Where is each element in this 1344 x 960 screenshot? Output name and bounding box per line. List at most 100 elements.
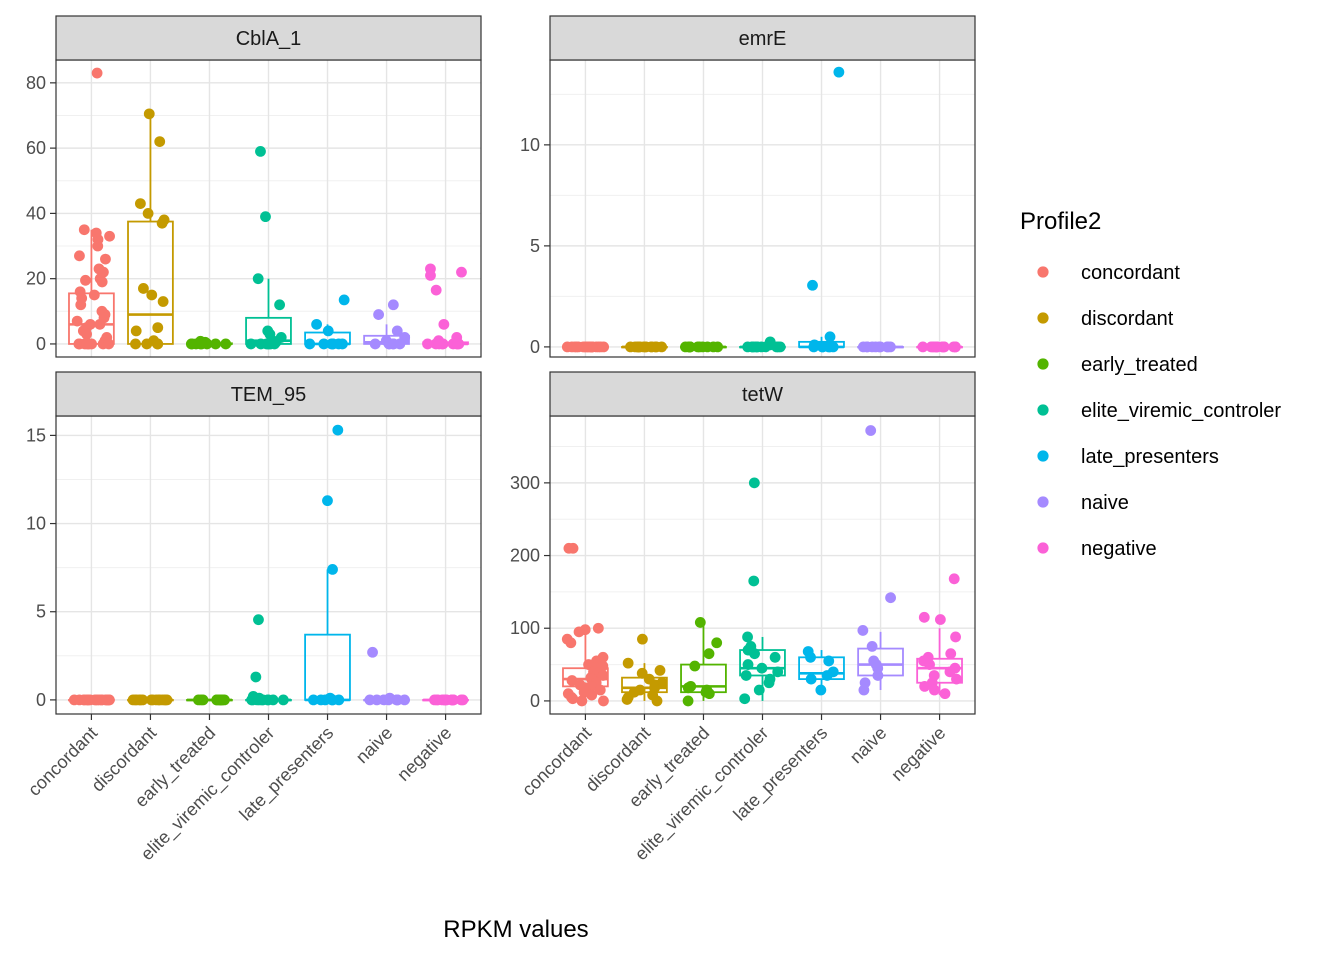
data-point (740, 670, 752, 681)
data-point (654, 664, 666, 676)
data-point (938, 341, 950, 353)
data-point (703, 688, 715, 700)
data-point (807, 279, 818, 291)
data-point (369, 338, 381, 350)
data-point (597, 670, 609, 681)
data-point (159, 694, 171, 706)
points-late_presenters (802, 646, 839, 696)
points-naive (364, 646, 410, 706)
data-point (565, 637, 577, 649)
box-iqr (916, 657, 963, 684)
data-point (566, 675, 578, 686)
points-early_treated (680, 341, 724, 353)
data-point (138, 283, 149, 294)
legend-item: discordant (1037, 308, 1174, 330)
points-negative (422, 263, 467, 350)
legend-label: negative (1081, 538, 1157, 560)
data-point (815, 684, 827, 696)
data-point (711, 637, 723, 649)
data-point (373, 309, 385, 320)
data-point (872, 670, 884, 681)
legend-item: concordant (1037, 262, 1180, 284)
data-point (130, 338, 141, 350)
data-point (763, 677, 775, 689)
y-tick-label: 20 (26, 269, 46, 289)
points-negative (429, 694, 469, 706)
data-point (430, 284, 442, 296)
data-point (950, 631, 961, 643)
data-point (71, 315, 83, 327)
data-point (104, 230, 115, 242)
data-point (392, 694, 403, 706)
points-discordant (621, 633, 668, 707)
facet-panel: CblA_1 0 20 40 60 80 (26, 15, 482, 358)
data-point (262, 338, 274, 350)
data-point (452, 338, 463, 350)
data-point (586, 689, 598, 701)
facet-panel: emrE 0 5 10 (520, 15, 976, 358)
data-point (948, 341, 960, 353)
data-point (594, 684, 606, 696)
data-point (315, 694, 327, 706)
data-point (576, 695, 588, 707)
data-point (861, 341, 873, 353)
legend-key (1037, 404, 1049, 416)
points-discordant (625, 341, 668, 353)
data-point (823, 655, 835, 667)
points-late_presenters (807, 66, 845, 353)
legend-key (1037, 450, 1049, 462)
legend-key (1037, 358, 1049, 370)
data-point (592, 622, 604, 634)
data-point (326, 694, 338, 706)
data-point (805, 673, 817, 685)
data-point (145, 694, 157, 706)
data-point (134, 198, 146, 210)
x-axis-title: RPKM values (443, 916, 588, 943)
facet-title: emrE (739, 28, 787, 50)
data-point (569, 341, 581, 353)
data-point (948, 573, 960, 585)
data-point (210, 338, 221, 350)
facet-panels: CblA_1 0 20 40 60 80 emrE 0 5 10 TEM_95 0 5 10 15 conco… (24, 15, 976, 865)
points-elite_viremic_controler (245, 145, 287, 350)
data-point (86, 338, 97, 350)
data-point (90, 694, 102, 706)
legend-label: naive (1081, 492, 1129, 514)
y-tick-label: 100 (510, 618, 540, 638)
y-tick-label: 200 (510, 546, 540, 566)
data-point (91, 67, 103, 79)
data-point (322, 495, 333, 507)
facet-strip (549, 15, 976, 61)
data-point (598, 695, 609, 707)
data-point (918, 611, 930, 623)
data-point (595, 341, 607, 353)
data-point (338, 294, 350, 306)
data-point (749, 648, 760, 660)
y-tick-label: 60 (26, 138, 46, 158)
data-point (567, 542, 579, 554)
data-point (425, 270, 436, 281)
data-point (760, 341, 771, 353)
legend-item: negative (1037, 538, 1157, 560)
y-tick-label: 0 (530, 691, 540, 711)
points-concordant (68, 694, 115, 706)
x-tick-label: concordant (24, 723, 101, 800)
legend-key (1037, 266, 1049, 278)
data-point (821, 670, 833, 681)
data-point (81, 328, 92, 340)
legend-item: early_treated (1037, 354, 1198, 376)
y-tick-label: 15 (26, 425, 46, 445)
data-point (885, 592, 896, 604)
x-tick-label: naive (846, 723, 891, 768)
legend-label: elite_viremic_controler (1081, 400, 1281, 422)
data-point (857, 625, 869, 636)
data-point (274, 299, 286, 311)
data-point (94, 318, 106, 330)
data-point (866, 641, 878, 652)
data-point (622, 657, 634, 669)
data-point (772, 666, 784, 678)
data-point (929, 684, 940, 696)
facet-title: TEM_95 (231, 384, 307, 406)
data-point (156, 217, 168, 229)
points-elite_viremic_controler (742, 336, 786, 353)
